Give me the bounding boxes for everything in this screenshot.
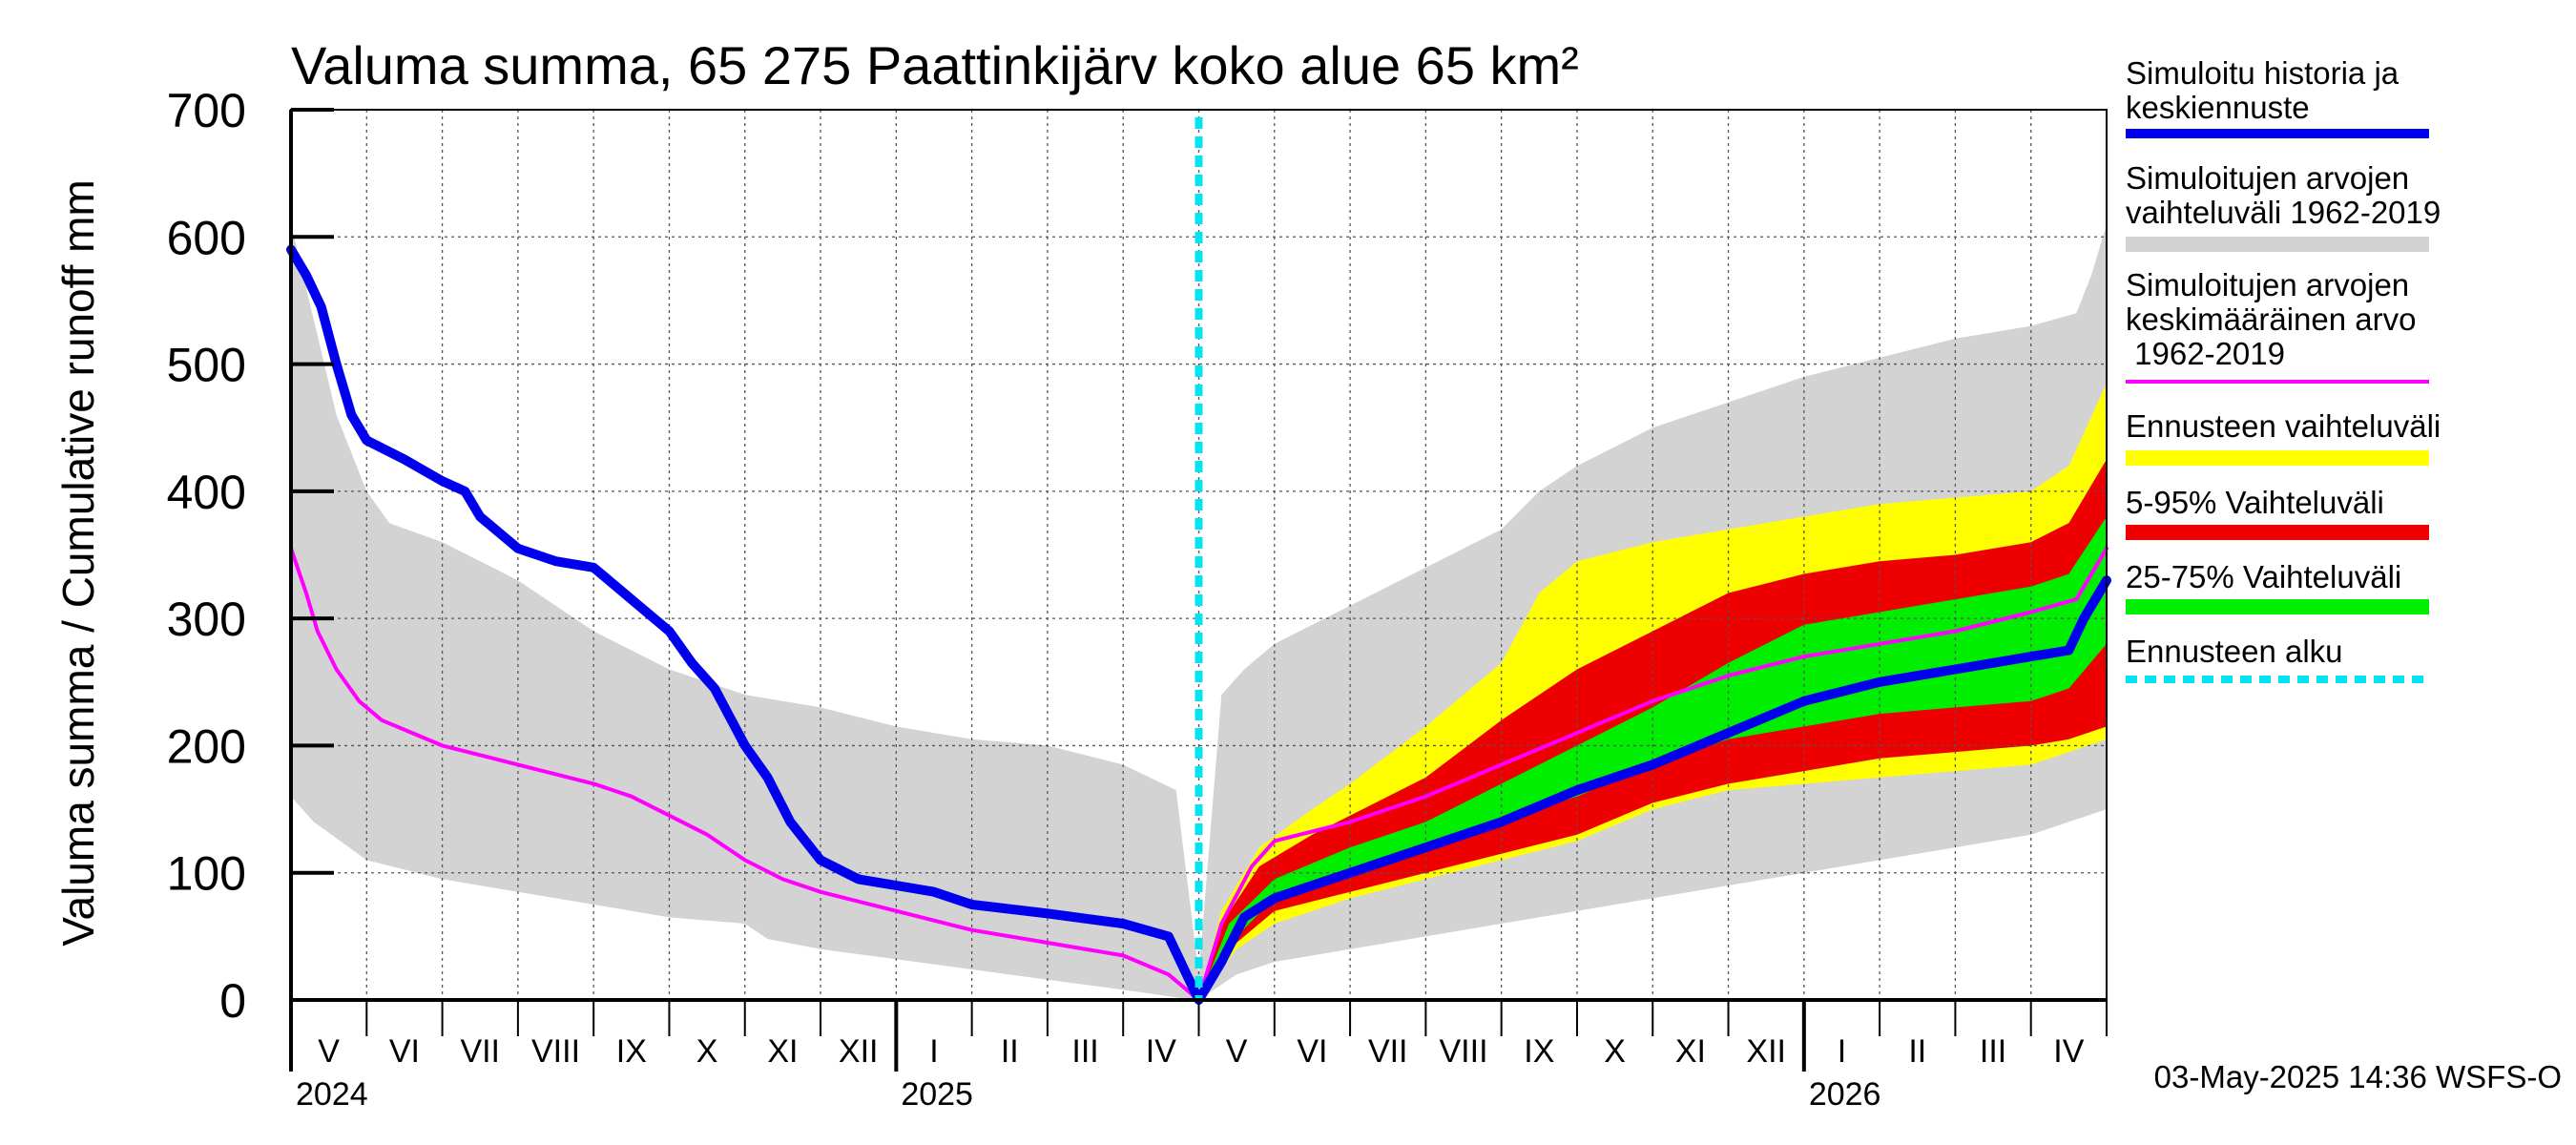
chart-title: Valuma summa, 65 275 Paattinkijärv koko … <box>291 35 1579 95</box>
month-label: V <box>1226 1033 1248 1070</box>
month-label: XI <box>1675 1033 1706 1070</box>
lines-layer <box>286 117 2111 1005</box>
legend-swatch <box>2126 525 2429 540</box>
legend-label: Simuloitu historia ja keskiennuste <box>2126 55 2399 125</box>
legend-label: Ennusteen vaihteluväli <box>2126 408 2441 444</box>
legend-label: Simuloitujen arvojen vaihteluväli 1962-20… <box>2126 160 2441 230</box>
y-tick-label: 0 <box>219 974 246 1028</box>
y-tick-label: 300 <box>167 593 246 646</box>
legend-swatch <box>2126 237 2429 252</box>
month-label: IV <box>2053 1033 2084 1070</box>
month-label: VI <box>1297 1033 1327 1070</box>
timestamp: 03-May-2025 14:36 WSFS-O <box>2154 1059 2562 1094</box>
month-label: XI <box>767 1033 798 1070</box>
legend: Simuloitu historia ja keskiennuste Simuloi… <box>2126 55 2441 683</box>
year-label: 2025 <box>901 1076 973 1113</box>
month-label: XII <box>839 1033 879 1070</box>
legend-label: 5-95% Vaihteluväli <box>2126 485 2384 520</box>
legend-label: 25-75% Vaihteluväli <box>2126 559 2401 594</box>
y-axis-label: Valuma summa / Cumulative runoff mm <box>53 179 103 947</box>
y-tick-label: 200 <box>167 719 246 773</box>
month-label: VII <box>460 1033 500 1070</box>
month-label: I <box>1838 1033 1846 1070</box>
y-tick-label: 600 <box>167 211 246 264</box>
month-label: V <box>318 1033 340 1070</box>
legend-swatch <box>2126 599 2429 614</box>
month-label: III <box>1071 1033 1098 1070</box>
y-tick-label: 700 <box>167 84 246 137</box>
y-tick-label: 500 <box>167 339 246 392</box>
legend-item: Simuloitu historia ja keskiennuste <box>2126 55 2429 138</box>
legend-label: Simuloitujen arvojen keskimääräinen arvo … <box>2126 267 2416 371</box>
y-tick-label: 400 <box>167 466 246 519</box>
month-label: I <box>929 1033 938 1070</box>
mean-line <box>289 546 2109 1002</box>
month-label: VIII <box>1440 1033 1488 1070</box>
y-tick-label: 100 <box>167 847 246 901</box>
year-label: 2026 <box>1809 1076 1881 1113</box>
month-label: IX <box>616 1033 647 1070</box>
month-label: X <box>1604 1033 1626 1070</box>
month-label: VI <box>389 1033 420 1070</box>
month-label: VII <box>1368 1033 1408 1070</box>
legend-item: 25-75% Vaihteluväli <box>2126 559 2429 614</box>
month-label: III <box>1980 1033 2006 1070</box>
month-label: II <box>1001 1033 1019 1070</box>
legend-item: Simuloitujen arvojen keskimääräinen arvo … <box>2126 267 2429 384</box>
legend-item: Ennusteen alku <box>2126 634 2429 683</box>
month-label: XII <box>1746 1033 1786 1070</box>
month-label: II <box>1908 1033 1926 1070</box>
legend-item: 5-95% Vaihteluväli <box>2126 485 2429 540</box>
legend-swatch <box>2126 450 2429 466</box>
simulated-history-line <box>286 244 2111 1005</box>
legend-item: Ennusteen vaihteluväli <box>2126 408 2441 466</box>
month-label: VIII <box>531 1033 580 1070</box>
year-label: 2024 <box>296 1076 368 1113</box>
month-label: IX <box>1524 1033 1554 1070</box>
legend-item: Simuloitujen arvojen vaihteluväli 1962-20… <box>2126 160 2441 252</box>
month-label: X <box>696 1033 718 1070</box>
month-label: IV <box>1146 1033 1176 1070</box>
legend-label: Ennusteen alku <box>2126 634 2343 669</box>
